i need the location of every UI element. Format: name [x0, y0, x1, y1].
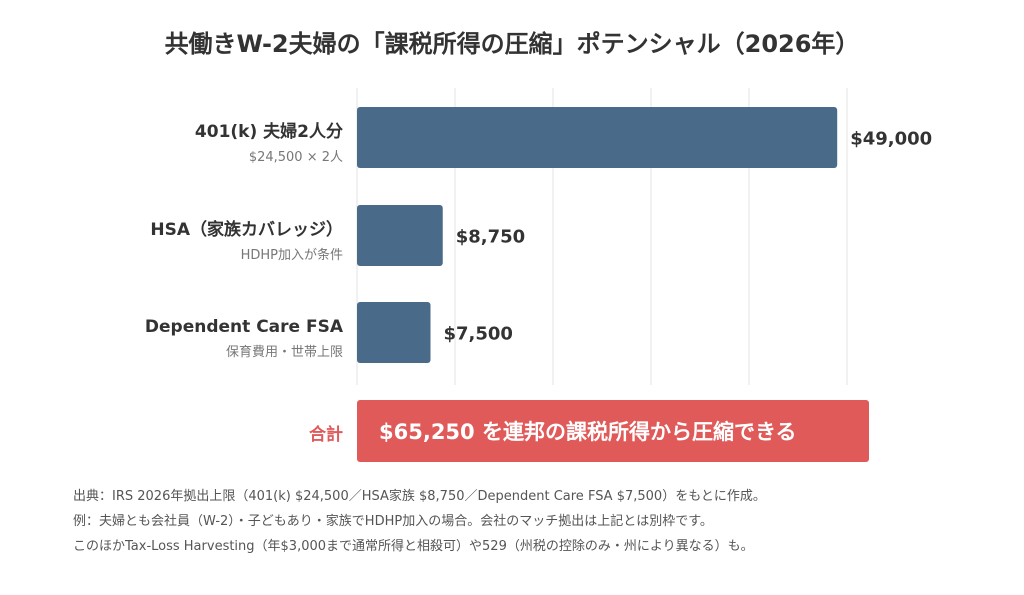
- bar-value-label: $7,500: [444, 324, 513, 345]
- bar: [357, 302, 431, 363]
- total-label: 合計: [309, 424, 343, 445]
- footnote-other: このほかTax-Loss Harvesting（年$3,000まで通常所得と相殺…: [73, 538, 754, 554]
- category-sublabel: 保育費用・世帯上限: [226, 344, 343, 360]
- total-text: $65,250 を連邦の課税所得から圧縮できる: [379, 420, 797, 444]
- bar-value-label: $49,000: [850, 129, 932, 150]
- category-sublabel: $24,500 × 2人: [249, 150, 343, 165]
- bars: $49,000 $8,750 $7,500: [357, 107, 932, 363]
- category-label: Dependent Care FSA: [145, 317, 344, 337]
- chart-title: 共働きW-2夫婦の「課税所得の圧縮」ポテンシャル（2026年）: [165, 30, 860, 58]
- category-label: 401(k) 夫婦2人分: [195, 121, 343, 142]
- footnote-source: 出典：IRS 2026年拠出上限（401(k) $24,500／HSA家族 $8…: [73, 488, 766, 504]
- total-bar: [357, 400, 869, 462]
- bar-value-label: $8,750: [456, 227, 525, 248]
- category-sublabel: HDHP加入が条件: [241, 247, 343, 263]
- footnote-example: 例：夫婦とも会社員（W-2）・子どもあり・家族でHDHP加入の場合。会社のマッチ…: [73, 513, 713, 529]
- footnotes: 出典：IRS 2026年拠出上限（401(k) $24,500／HSA家族 $8…: [73, 488, 766, 554]
- total-row: 合計 $65,250 を連邦の課税所得から圧縮できる: [309, 400, 869, 462]
- bar: [357, 107, 838, 168]
- bar: [357, 205, 443, 266]
- category-label: HSA（家族カバレッジ）: [150, 219, 343, 240]
- category-labels: 401(k) 夫婦2人分 $24,500 × 2人 HSA（家族カバレッジ） HDHP…: [145, 121, 344, 360]
